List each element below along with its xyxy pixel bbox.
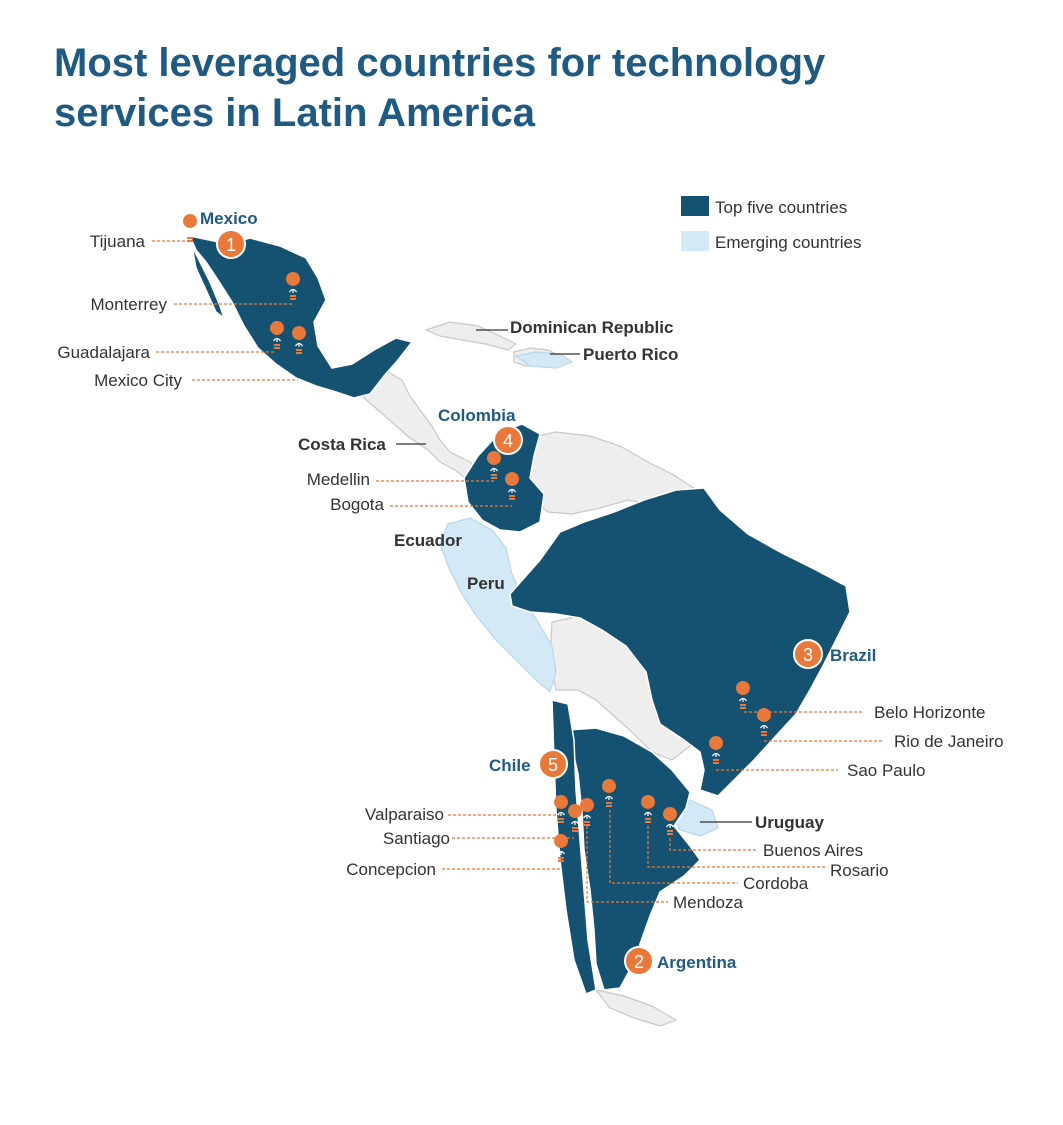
city-leaders xyxy=(152,240,884,903)
label-sao-paulo: Sao Paulo xyxy=(847,761,925,780)
label-peru: Peru xyxy=(467,574,505,593)
label-concepcion: Concepcion xyxy=(346,860,436,879)
label-rio-de-janeiro: Rio de Janeiro xyxy=(894,732,1004,751)
mexico-land xyxy=(188,234,414,399)
leader-buenos-aires xyxy=(669,838,758,851)
ecuador-peru-land xyxy=(439,517,557,694)
label-uruguay: Uruguay xyxy=(755,813,825,832)
map-title: Most leveraged countries for technology … xyxy=(54,38,825,138)
label-puerto-rico: Puerto Rico xyxy=(583,345,678,364)
label-buenos-aires: Buenos Aires xyxy=(763,841,863,860)
label-tijuana: Tijuana xyxy=(90,232,146,251)
label-santiago: Santiago xyxy=(383,829,450,848)
rank-badge-chile: 5 xyxy=(538,749,568,779)
patagonia-islands-land xyxy=(594,989,678,1027)
label-belo-horizonte: Belo Horizonte xyxy=(874,703,986,722)
rank-badge-mexico: 1 xyxy=(216,229,246,259)
puerto-rico-land xyxy=(514,351,574,369)
label-ecuador: Ecuador xyxy=(394,531,462,550)
label-medellin: Medellin xyxy=(307,470,370,489)
cuba-land xyxy=(424,321,518,351)
legend: Top five countries Emerging countries xyxy=(681,196,861,252)
label-chile: Chile xyxy=(489,756,531,775)
rank-badge-argentina: 2 xyxy=(624,946,654,976)
label-argentina: Argentina xyxy=(657,953,737,972)
label-mexico-city: Mexico City xyxy=(94,371,182,390)
argentina-land xyxy=(567,727,701,991)
svg-text:1: 1 xyxy=(226,235,236,255)
label-brazil: Brazil xyxy=(830,646,876,665)
svg-text:3: 3 xyxy=(803,645,813,665)
rank-badge-colombia: 4 xyxy=(493,425,523,455)
legend-label-top: Top five countries xyxy=(715,198,847,217)
label-valparaiso: Valparaiso xyxy=(365,805,444,824)
rank-badge-brazil: 3 xyxy=(793,639,823,669)
legend-label-emerging: Emerging countries xyxy=(715,233,861,252)
city-labels: Tijuana Monterrey Guadalajara Mexico Cit… xyxy=(57,232,1003,912)
leader-mendoza xyxy=(586,826,668,903)
rank-badges: 1 2 3 4 5 xyxy=(216,229,823,976)
central-america-land xyxy=(357,371,481,483)
leader-cordoba xyxy=(609,810,738,884)
map-title-line-2: services in Latin America xyxy=(54,91,535,135)
svg-text:4: 4 xyxy=(503,431,513,451)
svg-text:5: 5 xyxy=(548,755,558,775)
colombia-land xyxy=(463,423,545,533)
leader-rosario xyxy=(647,826,826,868)
label-costa-rica: Costa Rica xyxy=(298,435,386,454)
label-rosario: Rosario xyxy=(830,861,889,880)
label-guadalajara: Guadalajara xyxy=(57,343,150,362)
map-title-line-1: Most leveraged countries for technology xyxy=(54,41,826,85)
baja-california-land xyxy=(191,245,226,321)
label-cordoba: Cordoba xyxy=(743,874,809,893)
label-mendoza: Mendoza xyxy=(673,893,743,912)
legend-swatch-emerging xyxy=(681,231,709,251)
label-colombia: Colombia xyxy=(438,406,516,425)
svg-text:2: 2 xyxy=(634,952,644,972)
label-bogota: Bogota xyxy=(330,495,384,514)
legend-swatch-top xyxy=(681,196,709,216)
label-mexico: Mexico xyxy=(200,209,258,228)
label-monterrey: Monterrey xyxy=(90,295,167,314)
label-dominican-republic: Dominican Republic xyxy=(510,318,673,337)
